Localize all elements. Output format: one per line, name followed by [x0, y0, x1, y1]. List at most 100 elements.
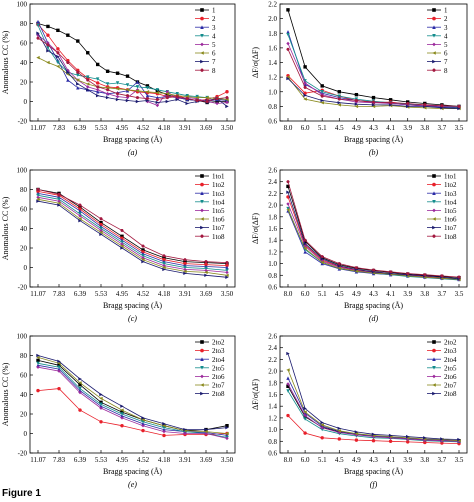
data-point [36, 363, 40, 367]
data-point [286, 351, 290, 356]
data-point [99, 392, 103, 397]
legend-label: 2 [444, 15, 448, 23]
data-point [457, 437, 461, 442]
data-point [337, 429, 341, 433]
data-point [204, 262, 208, 267]
x-tick-label: 4.9 [352, 290, 361, 298]
data-point [195, 99, 199, 102]
data-point [320, 260, 324, 265]
legend-label: 1to3 [212, 190, 225, 198]
y-tick-label: 2.0 [268, 15, 277, 23]
data-point [120, 414, 124, 418]
x-tick-label: 3.9 [403, 290, 412, 298]
data-point [145, 97, 150, 101]
data-point [125, 94, 130, 98]
data-point [354, 431, 359, 436]
data-point [225, 265, 229, 270]
y-tick-label: -20 [18, 284, 28, 292]
series-line [37, 360, 228, 432]
legend-label: 2to3 [212, 347, 225, 355]
legend-marker [432, 366, 436, 370]
data-point [145, 90, 150, 94]
x-tick-label: 4.95 [116, 456, 129, 464]
data-point [205, 100, 209, 103]
data-point [183, 258, 187, 262]
data-series [286, 368, 461, 443]
y-tick-label: 1.8 [268, 213, 277, 221]
data-point [115, 92, 120, 96]
legend-label: 2 [212, 15, 216, 23]
x-tick-label: 11.07 [30, 290, 46, 298]
legend-marker [432, 42, 436, 47]
series-line [37, 189, 228, 263]
x-tick-label: 4.3 [369, 290, 378, 298]
data-point [115, 81, 120, 85]
data-point [303, 410, 307, 414]
data-point [320, 257, 324, 261]
legend-marker [432, 174, 436, 178]
chart-panel: -20 0 20 40 60 80 100 11.07 7.83 6.39 5.53 4.95 4.52… [1, 167, 236, 323]
legend-label: 2to8 [212, 390, 225, 398]
data-point [78, 381, 82, 385]
data-point [95, 77, 100, 81]
data-series [36, 23, 229, 102]
data-point [86, 51, 90, 55]
legend-marker [432, 340, 436, 344]
data-point [99, 230, 103, 235]
data-point [204, 270, 208, 275]
data-point [162, 258, 166, 262]
x-tick-label: 3.5 [455, 456, 464, 464]
x-tick-label: 3.91 [179, 456, 192, 464]
legend-label: 2to2 [444, 339, 457, 347]
data-point [120, 246, 124, 250]
data-point [78, 219, 82, 223]
data-point [141, 244, 145, 248]
data-point [57, 203, 61, 207]
legend-marker [200, 34, 204, 38]
data-point [286, 47, 290, 51]
data-point [354, 104, 359, 109]
y-tick-label: 20 [20, 79, 28, 87]
x-tick-label: 4.5 [335, 124, 344, 132]
data-point [337, 426, 341, 431]
series-line [37, 189, 228, 264]
legend-label: 2to7 [212, 382, 225, 390]
y-tick-label: 40 [20, 59, 28, 67]
panel-label: (f) [370, 480, 378, 489]
y-tick-label: 0.8 [268, 272, 277, 280]
panel-label: (e) [128, 480, 137, 489]
data-point [286, 208, 290, 212]
x-tick-label: 11.07 [30, 456, 46, 464]
x-axis-label: Bragg spacing (Å) [103, 135, 162, 144]
data-point [105, 92, 110, 96]
legend-marker [432, 25, 436, 29]
data-point [303, 431, 307, 435]
y-tick-label: 20 [20, 411, 28, 419]
series-line [287, 377, 460, 442]
data-series [286, 8, 461, 109]
data-point [36, 388, 40, 393]
y-tick-label: 0.6 [268, 118, 277, 126]
data-point [320, 94, 324, 98]
data-point [56, 47, 60, 51]
legend-marker [200, 217, 204, 221]
legend-label: 2to7 [444, 382, 457, 390]
data-point [155, 88, 160, 92]
data-point [120, 416, 124, 420]
series-line [37, 196, 228, 273]
data-series [286, 47, 461, 108]
data-point [204, 427, 208, 432]
data-point [303, 93, 307, 98]
y-tick-label: 2.6 [268, 167, 277, 175]
data-point [286, 382, 290, 386]
y-axis-label: ΔF/σ(ΔF) [251, 47, 260, 78]
data-point [337, 101, 341, 105]
data-point [141, 254, 145, 258]
data-point [371, 439, 376, 443]
data-point [56, 28, 60, 33]
data-series [36, 55, 229, 102]
data-point [303, 238, 307, 242]
data-point [66, 70, 70, 74]
data-point [165, 92, 170, 96]
